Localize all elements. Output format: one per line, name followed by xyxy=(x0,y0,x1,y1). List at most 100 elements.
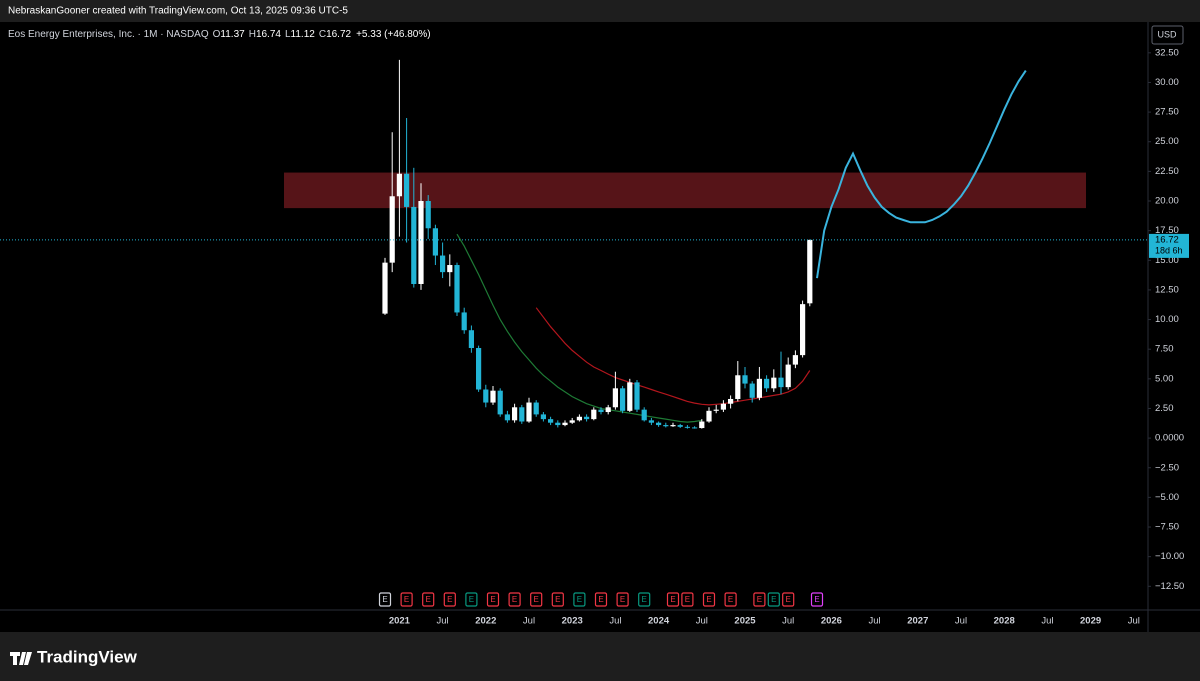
candle-body xyxy=(389,196,395,263)
candle-body xyxy=(569,420,575,423)
candle-body xyxy=(548,419,554,423)
x-tick-label: 2022 xyxy=(475,616,496,627)
ohlc-label: H xyxy=(249,29,256,40)
y-tick-label: 2.50 xyxy=(1155,403,1174,414)
candle-body xyxy=(663,425,669,427)
y-tick-label: 15.00 xyxy=(1155,255,1179,266)
countdown: 18d 6h xyxy=(1155,245,1183,255)
currency[interactable]: USD xyxy=(1157,29,1177,39)
earnings-marker xyxy=(508,592,521,607)
candle-body xyxy=(764,378,770,389)
candle-body xyxy=(800,304,806,356)
earnings-marker xyxy=(724,592,737,607)
candle-body xyxy=(591,409,597,420)
x-tick-label: Jul xyxy=(437,616,449,627)
earnings-label: E xyxy=(642,595,647,604)
x-tick-label: Jul xyxy=(782,616,794,627)
candle-body xyxy=(440,255,446,273)
earnings-label: E xyxy=(598,595,603,604)
x-tick-label: Jul xyxy=(955,616,967,627)
x-tick-label: 2024 xyxy=(648,616,670,627)
earnings-label: E xyxy=(670,595,675,604)
candle-body xyxy=(692,427,698,429)
earnings-label: E xyxy=(728,595,733,604)
y-tick-label: 32.50 xyxy=(1155,47,1179,58)
candle-body xyxy=(641,409,647,421)
ohlc-label: L xyxy=(285,29,291,40)
earnings-label: E xyxy=(426,595,431,604)
candle-body xyxy=(454,265,460,313)
earnings-label: E xyxy=(469,595,474,604)
earnings-label: E xyxy=(447,595,452,604)
candle-body xyxy=(735,375,741,399)
candle-body xyxy=(411,206,417,284)
candle-body xyxy=(483,389,489,403)
earnings-marker xyxy=(767,592,780,607)
x-tick-label: Jul xyxy=(523,616,535,627)
earnings-marker xyxy=(530,592,543,607)
y-tick-label: 0.0000 xyxy=(1155,433,1184,444)
y-tick-label: 27.50 xyxy=(1155,107,1179,118)
price-label-box xyxy=(1149,233,1189,258)
earnings-marker xyxy=(638,592,651,607)
y-tick-label: 20.00 xyxy=(1155,196,1179,207)
candle-body xyxy=(634,382,640,410)
earnings-marker xyxy=(616,592,629,607)
currency-box[interactable] xyxy=(1151,25,1184,45)
candle-body xyxy=(490,390,496,403)
candle-body xyxy=(677,425,683,427)
candle-body xyxy=(792,355,798,365)
candle-body xyxy=(418,201,424,284)
x-tick-label: Jul xyxy=(609,616,621,627)
x-tick-label: Jul xyxy=(1041,616,1053,627)
earnings-marker xyxy=(551,592,564,607)
ohlc-value: 11.12 xyxy=(291,29,316,40)
ohlc-value: 11.37 xyxy=(220,29,245,40)
candle-body xyxy=(749,383,755,398)
candle-body xyxy=(612,388,618,408)
earnings-label: E xyxy=(771,595,776,604)
candle-body xyxy=(497,390,503,415)
candle-body xyxy=(742,375,748,384)
ohlc-label: O xyxy=(213,29,221,40)
y-tick-label: 22.50 xyxy=(1155,166,1179,177)
x-tick-label: 2028 xyxy=(994,616,1015,627)
candle-body xyxy=(756,378,762,398)
y-tick-label: 10.00 xyxy=(1155,314,1179,325)
y-tick-label: 7.50 xyxy=(1155,344,1174,355)
candle-body xyxy=(728,398,734,404)
candle-body xyxy=(519,407,525,422)
price-label: 16.72 xyxy=(1155,234,1179,245)
candle-body xyxy=(404,173,410,207)
ohlc-value: 16.74 xyxy=(256,29,281,40)
earnings-label: E xyxy=(555,595,560,604)
earnings-marker xyxy=(465,592,478,607)
y-tick-label: 17.50 xyxy=(1155,225,1179,236)
candle-body xyxy=(771,377,777,389)
y-tick-label: 30.00 xyxy=(1155,77,1179,88)
candle-body xyxy=(512,407,518,421)
candle-body xyxy=(396,173,402,197)
candle-body xyxy=(584,416,590,420)
line-series xyxy=(535,307,811,406)
candle-body xyxy=(706,410,712,422)
candle-body xyxy=(684,426,690,428)
earnings-label: E xyxy=(620,595,625,604)
earnings-marker xyxy=(810,592,824,607)
x-tick-label: 2027 xyxy=(907,616,928,627)
earnings-marker xyxy=(594,592,608,607)
line-series xyxy=(816,70,1027,279)
y-tick-label: −12.50 xyxy=(1155,581,1184,592)
y-tick-label: −5.00 xyxy=(1155,492,1179,503)
line-series xyxy=(456,233,702,423)
candle-body xyxy=(605,407,611,413)
y-tick-label: 5.00 xyxy=(1155,373,1174,384)
earnings-label: E xyxy=(490,595,495,604)
y-tick-label: −10.00 xyxy=(1155,551,1184,562)
earnings-label: E xyxy=(786,595,791,604)
earnings-marker xyxy=(422,592,435,607)
ohlc-label: C xyxy=(319,29,326,40)
candle-body xyxy=(598,409,604,413)
candle-body xyxy=(540,414,546,420)
y-tick-label: −7.50 xyxy=(1155,522,1179,533)
